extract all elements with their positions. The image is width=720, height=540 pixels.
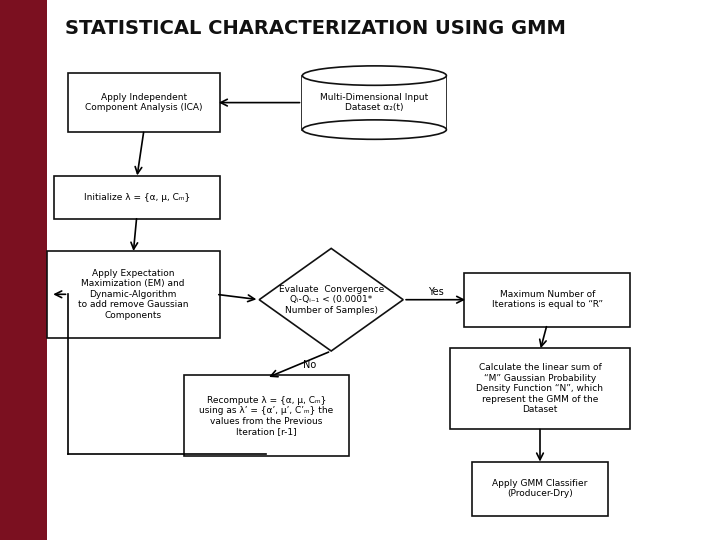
- Bar: [0, 0, 47, 540]
- Text: Maximum Number of
Iterations is equal to “R”: Maximum Number of Iterations is equal to…: [492, 290, 603, 309]
- Ellipse shape: [302, 66, 446, 85]
- Text: No: No: [303, 360, 316, 369]
- FancyBboxPatch shape: [47, 251, 220, 338]
- Text: Recompute λ = {α, μ, Cₘ}
using as λ’ = {α’, μ’, C’ₘ} the
values from the Previou: Recompute λ = {α, μ, Cₘ} using as λ’ = {…: [199, 396, 333, 436]
- Text: STATISTICAL CHARACTERIZATION USING GMM: STATISTICAL CHARACTERIZATION USING GMM: [65, 19, 566, 38]
- Text: Evaluate  Convergence
Qᵢ-Qᵢ₋₁ < (0.0001*
Number of Samples): Evaluate Convergence Qᵢ-Qᵢ₋₁ < (0.0001* …: [279, 285, 384, 315]
- FancyBboxPatch shape: [472, 462, 608, 516]
- Text: Initialize λ = {α, μ, Cₘ}: Initialize λ = {α, μ, Cₘ}: [84, 193, 190, 201]
- FancyBboxPatch shape: [54, 176, 220, 219]
- FancyBboxPatch shape: [68, 73, 220, 132]
- FancyBboxPatch shape: [450, 348, 630, 429]
- Text: Apply Independent
Component Analysis (ICA): Apply Independent Component Analysis (IC…: [85, 93, 203, 112]
- Text: Yes: Yes: [428, 287, 444, 296]
- FancyBboxPatch shape: [184, 375, 349, 456]
- Text: Apply Expectation
Maximization (EM) and
Dynamic-Algorithm
to add remove Gaussian: Apply Expectation Maximization (EM) and …: [78, 269, 189, 320]
- Text: Multi-Dimensional Input
Dataset α₂(t): Multi-Dimensional Input Dataset α₂(t): [320, 93, 428, 112]
- Text: Calculate the linear sum of
“M” Gaussian Probability
Density Function “N”, which: Calculate the linear sum of “M” Gaussian…: [477, 363, 603, 414]
- FancyBboxPatch shape: [302, 76, 446, 130]
- Text: Apply GMM Classifier
(Producer-Dry): Apply GMM Classifier (Producer-Dry): [492, 479, 588, 498]
- Ellipse shape: [302, 120, 446, 139]
- FancyBboxPatch shape: [464, 273, 630, 327]
- Polygon shape: [259, 248, 403, 351]
